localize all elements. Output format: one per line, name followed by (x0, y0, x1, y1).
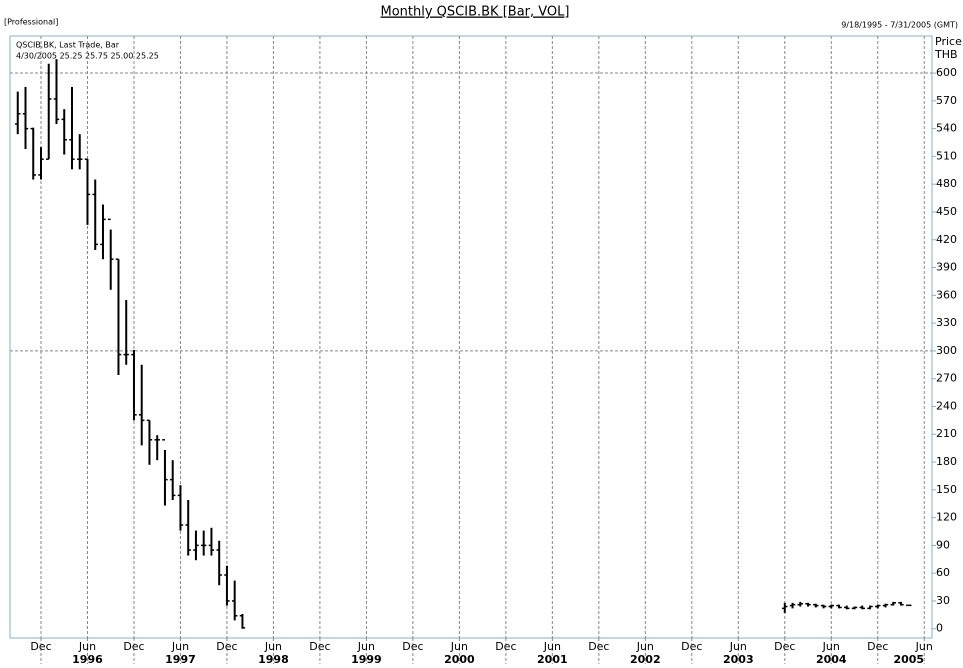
y-tick-label: 0 (936, 622, 943, 635)
x-tick-label: Dec (681, 640, 702, 653)
x-tick-label: Dec (495, 640, 516, 653)
y-tick-label: 90 (936, 538, 950, 551)
year-label: 2001 (537, 653, 568, 666)
y-tick-label: 390 (936, 261, 957, 274)
x-tick-label: Dec (867, 640, 888, 653)
axis-title: THB (934, 48, 958, 61)
year-label: 1996 (72, 653, 103, 666)
x-tick-label: Dec (774, 640, 795, 653)
year-label: 2000 (444, 653, 475, 666)
y-tick-label: 300 (936, 344, 957, 357)
y-tick-label: 480 (936, 177, 957, 190)
axis-title: Price (935, 35, 962, 48)
x-tick-label: Dec (216, 640, 237, 653)
year-label: 1997 (165, 653, 196, 666)
y-tick-label: 510 (936, 149, 957, 162)
y-tick-label: 330 (936, 316, 957, 329)
x-tick-label: Jun (171, 640, 189, 653)
x-tick-label: Jun (822, 640, 840, 653)
x-tick-label: Jun (450, 640, 468, 653)
y-tick-label: 150 (936, 483, 957, 496)
chart: [Professional] Monthly QSCIB.BK [Bar, VO… (0, 0, 963, 668)
plot-area (10, 36, 932, 638)
x-tick-label: Jun (357, 640, 375, 653)
year-label: 1999 (351, 653, 382, 666)
x-tick-label: Dec (588, 640, 609, 653)
year-label: 1998 (258, 653, 289, 666)
y-tick-label: 600 (936, 66, 957, 79)
x-tick-label: Jun (543, 640, 561, 653)
y-tick-label: 450 (936, 205, 957, 218)
y-tick-label: 180 (936, 455, 957, 468)
y-tick-label: 30 (936, 594, 950, 607)
x-tick-label: Jun (78, 640, 96, 653)
x-tick-label: Dec (309, 640, 330, 653)
y-tick-label: 570 (936, 94, 957, 107)
y-tick-label: 360 (936, 288, 957, 301)
edition: [Professional] (4, 18, 58, 27)
y-tick-label: 60 (936, 566, 950, 579)
x-tick-label: Dec (30, 640, 51, 653)
chart-title: Monthly QSCIB.BK [Bar, VOL] (381, 5, 570, 20)
x-tick-label: Jun (729, 640, 747, 653)
legend-line: QSCIB.BK, Last Trade, Bar (16, 41, 120, 50)
x-tick-label: Jun (264, 640, 282, 653)
x-tick-label: Dec (402, 640, 423, 653)
y-tick-label: 120 (936, 511, 957, 524)
year-label: 2002 (630, 653, 661, 666)
y-tick-label: 420 (936, 233, 957, 246)
year-label: 2005 (893, 653, 924, 666)
date-range: 9/18/1995 - 7/31/2005 (GMT) (841, 21, 958, 30)
x-tick-label: Dec (123, 640, 144, 653)
year-label: 2004 (816, 653, 847, 666)
y-tick-label: 540 (936, 122, 957, 135)
y-tick-label: 210 (936, 427, 957, 440)
year-label: 2003 (723, 653, 754, 666)
y-tick-label: 240 (936, 399, 957, 412)
y-tick-label: 270 (936, 372, 957, 385)
x-tick-label: Jun (636, 640, 654, 653)
x-tick-label: Jun (915, 640, 933, 653)
